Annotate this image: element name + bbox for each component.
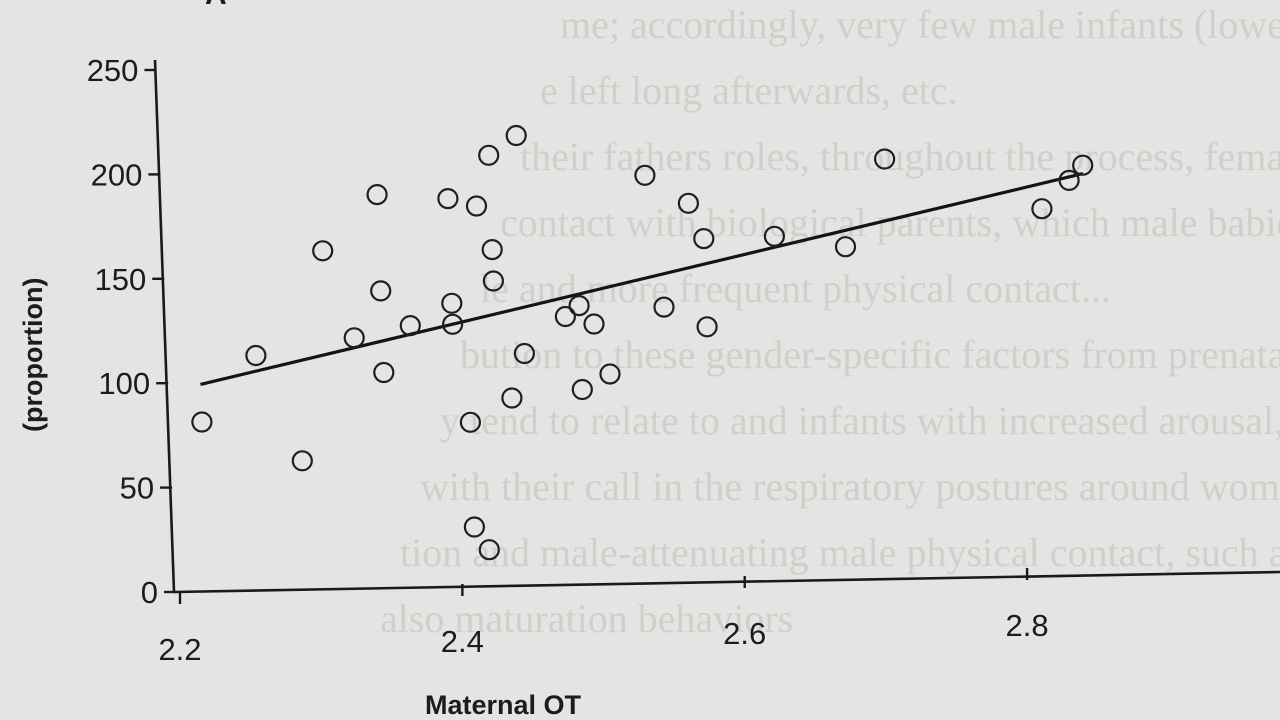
data-point [373, 361, 395, 384]
regression-line-group [200, 172, 1084, 386]
data-point [343, 327, 365, 349]
data-point [441, 292, 463, 314]
data-point [513, 342, 536, 365]
regression-line [200, 172, 1084, 386]
x-tick-label: 2.2 [158, 632, 201, 667]
y-tick-label: 200 [91, 157, 143, 192]
data-point [763, 225, 786, 247]
background-text-line: with their call in the respiratory postu… [420, 464, 1280, 509]
x-axis-title: Maternal OT [425, 690, 582, 720]
y-axis-title: (proportion) [18, 278, 48, 432]
data-point [465, 195, 488, 217]
x-tick-label: 2.6 [723, 616, 766, 651]
y-tick-label: 250 [87, 53, 139, 88]
data-point [442, 313, 464, 335]
data-point [571, 378, 593, 401]
data-point [191, 411, 213, 433]
data-point [696, 316, 718, 338]
background-text-line: e left long afterwards, etc. [540, 68, 958, 113]
data-point [1031, 198, 1053, 220]
y-tick-label: 50 [120, 471, 154, 506]
data-points [191, 124, 1094, 561]
data-point [501, 387, 523, 409]
data-point [291, 450, 313, 472]
background-text-line: contact with biological parents, which m… [500, 200, 1280, 245]
y-axis-ticks: 0 50 100 150 200 250 [87, 53, 176, 610]
data-point [873, 148, 896, 170]
data-point [834, 236, 857, 258]
data-point [245, 344, 267, 367]
y-axis-line [153, 59, 176, 593]
data-point [478, 539, 500, 561]
data-point [312, 240, 334, 262]
x-tick-label: 2.8 [1006, 608, 1049, 643]
data-point [693, 228, 715, 250]
data-point [370, 280, 392, 302]
background-text-line: their fathers roles, throughout the proc… [520, 134, 1280, 179]
axes: 0 50 100 150 200 250 2.2 2.4 2.6 2.8 [87, 53, 1280, 667]
data-point [437, 188, 459, 210]
x-axis-ticks: 2.2 2.4 2.6 2.8 [158, 568, 1049, 667]
background-text-line: le and more frequent physical contact... [480, 266, 1111, 311]
data-point [505, 124, 527, 147]
x-axis-line [173, 570, 1280, 594]
y-tick-label: 0 [141, 575, 158, 610]
background-text-line: tion and male-attenuating male physical … [400, 530, 1280, 575]
x-tick-label: 2.4 [441, 624, 484, 659]
y-tick-label: 100 [98, 366, 150, 401]
background-text-line: bution to these gender-specific factors … [460, 332, 1280, 377]
background-text-line: also maturation behaviors [380, 596, 793, 641]
data-point [459, 411, 481, 433]
data-point [554, 305, 577, 328]
data-point [399, 315, 421, 337]
data-point [653, 296, 675, 318]
background-text-line: me; accordingly, very few male infants (… [560, 2, 1280, 47]
y-tick-label: 150 [95, 262, 147, 297]
data-point [634, 164, 656, 186]
data-point [599, 363, 621, 385]
data-point [463, 516, 485, 538]
data-point [366, 184, 388, 206]
data-point [583, 313, 605, 335]
data-point [478, 144, 500, 166]
background-page-text: me; accordingly, very few male infants (… [380, 2, 1280, 641]
panel-label: A [205, 0, 227, 11]
background-text-line: y tend to relate to and infants with inc… [440, 398, 1280, 443]
data-point [482, 270, 504, 292]
data-point [677, 192, 700, 214]
data-point [1058, 169, 1080, 191]
data-point [568, 295, 590, 317]
data-point [1072, 154, 1094, 176]
data-point [481, 239, 503, 261]
